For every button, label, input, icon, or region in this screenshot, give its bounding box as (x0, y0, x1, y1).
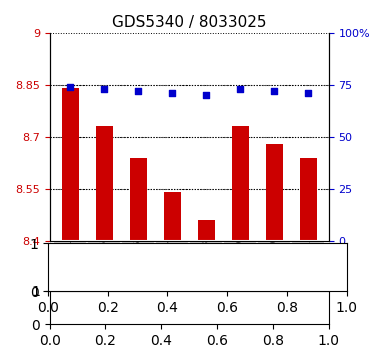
FancyBboxPatch shape (223, 241, 257, 291)
Point (203, 92, 209, 98)
Point (169, 90, 175, 96)
Point (305, 90, 311, 96)
FancyBboxPatch shape (87, 241, 121, 291)
Text: GSM1239651: GSM1239651 (304, 240, 313, 291)
FancyBboxPatch shape (121, 241, 155, 291)
Text: GSM1239648: GSM1239648 (202, 240, 211, 291)
Point (67, 84, 73, 90)
FancyBboxPatch shape (291, 241, 325, 291)
Title: GDS5340 / 8033025: GDS5340 / 8033025 (112, 15, 266, 30)
Bar (198, 220, 215, 241)
Point (271, 88, 277, 94)
FancyBboxPatch shape (53, 241, 87, 291)
Bar (300, 158, 317, 241)
FancyBboxPatch shape (189, 241, 223, 291)
Text: GSM1239649: GSM1239649 (236, 240, 245, 291)
Bar (130, 158, 147, 241)
FancyBboxPatch shape (257, 241, 291, 291)
Bar (62, 88, 79, 241)
Text: GSM1239647: GSM1239647 (167, 240, 177, 291)
Bar (164, 192, 181, 241)
Text: GSM1239645: GSM1239645 (100, 240, 109, 291)
Text: GSM1239644: GSM1239644 (65, 240, 75, 291)
Point (135, 88, 141, 94)
Text: GSM1239650: GSM1239650 (270, 240, 279, 291)
FancyBboxPatch shape (155, 241, 189, 291)
Point (101, 86, 107, 92)
Bar (266, 144, 283, 241)
Text: GSM1239646: GSM1239646 (134, 240, 142, 291)
Bar (232, 126, 249, 241)
Bar (95, 126, 112, 241)
Point (237, 86, 243, 92)
